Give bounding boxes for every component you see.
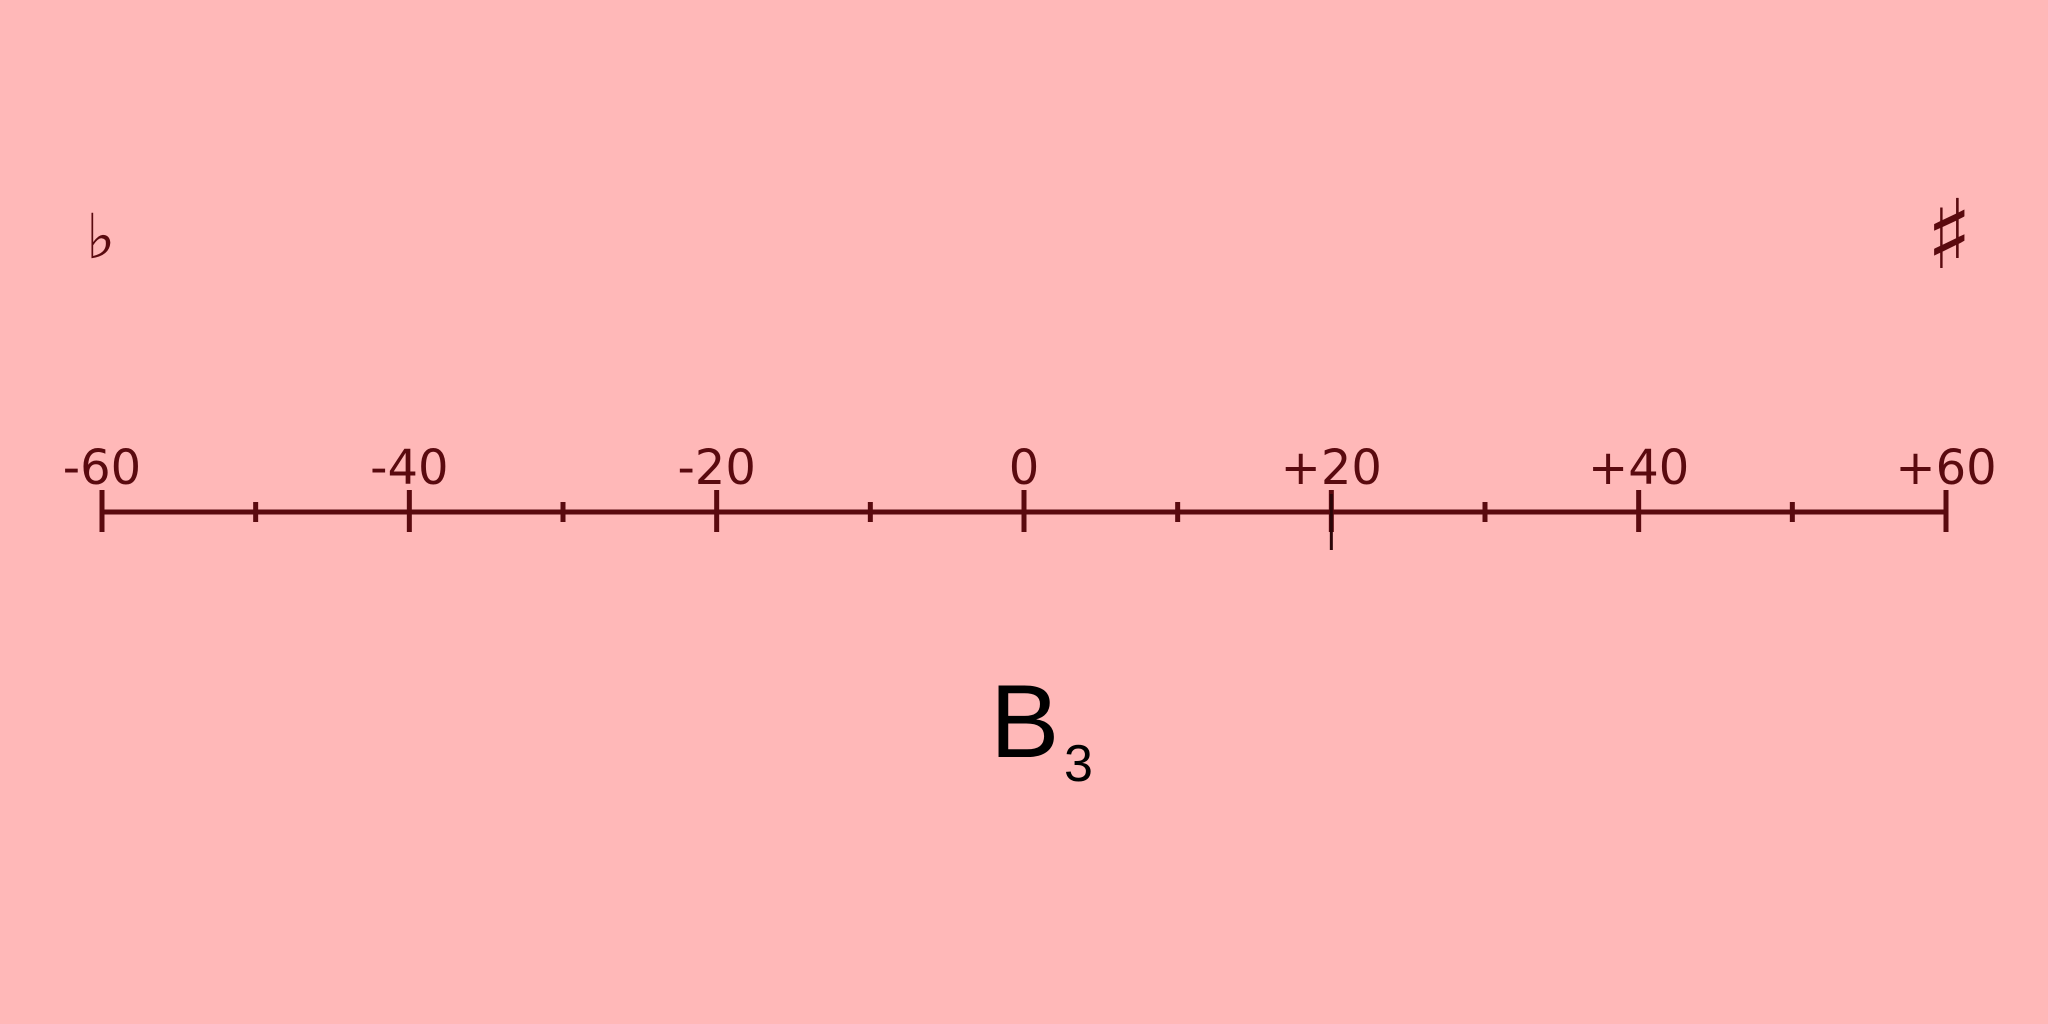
tick-label: -40 [370,440,448,496]
tick-label: -60 [63,440,141,496]
tick-label: +40 [1588,440,1689,496]
tick-label: 0 [1009,440,1040,496]
sharp-symbol: ♯ [1926,179,1972,291]
tick-label: -20 [677,440,755,496]
note-name: B [990,664,1060,780]
tick-label: +60 [1895,440,1996,496]
flat-symbol: ♭ [86,200,115,273]
tick-label: +20 [1281,440,1382,496]
scale-labels: -60 -40 -20 0 +20 +40 +60 [63,440,1997,496]
note-octave: 3 [1064,735,1093,793]
